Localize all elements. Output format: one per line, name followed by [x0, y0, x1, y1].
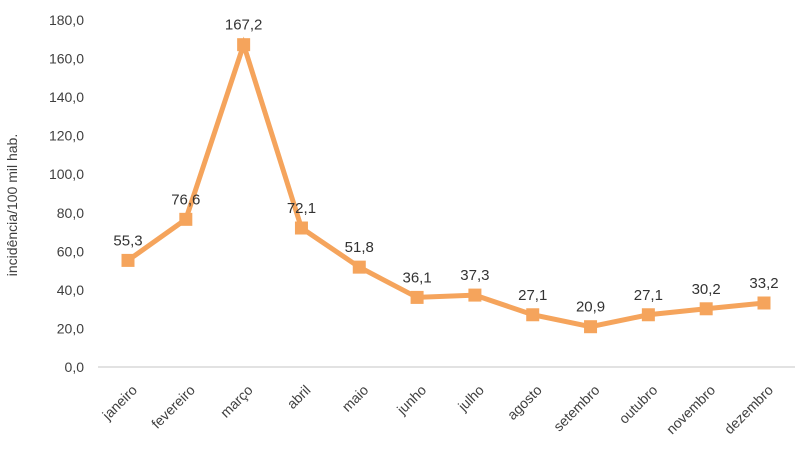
- data-point-marker: [121, 253, 135, 267]
- data-point-marker: [757, 296, 771, 310]
- y-axis-tick-label: 80,0: [57, 205, 84, 221]
- x-axis-category-label: junho: [393, 382, 429, 418]
- data-point-value-label: 27,1: [518, 287, 547, 304]
- data-point-value-label: 55,3: [113, 232, 142, 249]
- data-point-marker: [526, 308, 540, 322]
- data-point-value-label: 20,9: [576, 299, 605, 316]
- y-axis-tick-label: 0,0: [65, 359, 85, 375]
- x-axis-category-label: janeiro: [98, 382, 140, 424]
- data-point-value-label: 33,2: [749, 275, 778, 292]
- data-point-marker: [410, 290, 424, 304]
- data-point-value-label: 30,2: [692, 281, 721, 298]
- x-axis-category-label: setembro: [550, 382, 603, 435]
- data-point-marker: [699, 302, 713, 316]
- x-axis-category-label: julho: [454, 382, 487, 415]
- data-point-marker: [237, 38, 251, 52]
- data-point-marker: [294, 221, 308, 235]
- data-point-value-label: 51,8: [345, 239, 374, 256]
- y-axis-tick-label: 40,0: [57, 282, 84, 298]
- data-point-marker: [641, 308, 655, 322]
- data-point-value-label: 36,1: [402, 269, 431, 286]
- y-axis-tick-label: 120,0: [49, 128, 84, 144]
- y-axis-title: incidência/100 mil hab.: [4, 133, 20, 277]
- x-axis-category-label: novembro: [663, 382, 718, 437]
- data-point-value-label: 76,6: [171, 191, 200, 208]
- y-axis-tick-label: 20,0: [57, 320, 84, 336]
- series-line: [126, 36, 765, 330]
- y-axis-tick-label: 160,0: [49, 51, 84, 67]
- x-axis-category-label: outubro: [616, 382, 661, 427]
- data-point-value-label: 72,1: [287, 200, 316, 217]
- x-axis-category-label: agosto: [504, 382, 545, 423]
- x-axis-category-label: maio: [339, 382, 372, 415]
- data-point-marker: [468, 288, 482, 302]
- data-point-value-label: 167,2: [225, 17, 263, 34]
- data-point-marker: [584, 320, 598, 334]
- y-axis-tick-label: 140,0: [49, 89, 84, 105]
- data-point-value-label: 27,1: [634, 287, 663, 304]
- x-axis-category-label: fevereiro: [148, 382, 198, 432]
- x-axis-category-label: dezembro: [721, 382, 776, 437]
- data-point-marker: [352, 260, 366, 274]
- x-axis-category-label: março: [217, 382, 256, 421]
- data-point-marker: [179, 212, 193, 226]
- data-point-value-label: 37,3: [460, 267, 489, 284]
- y-axis-tick-label: 180,0: [49, 12, 84, 28]
- x-axis-category-label: abril: [284, 382, 314, 412]
- y-axis-tick-label: 100,0: [49, 166, 84, 182]
- y-axis-tick-label: 60,0: [57, 243, 84, 259]
